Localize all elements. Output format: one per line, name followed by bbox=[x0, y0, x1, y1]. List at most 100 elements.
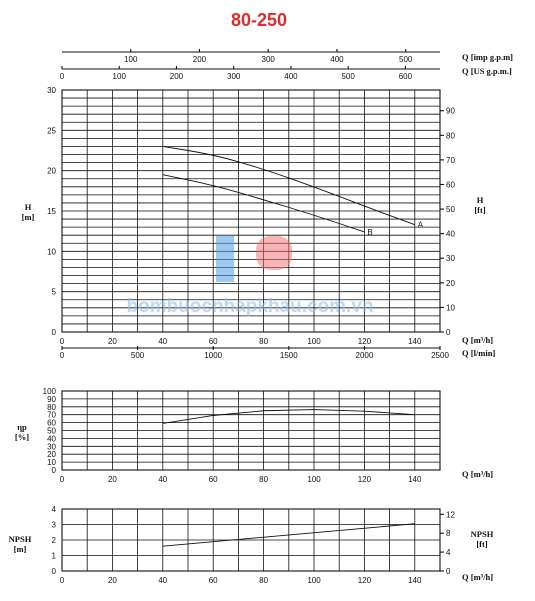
imp-gpm-tick-label: 200 bbox=[193, 55, 207, 64]
npsh-ft-tick-label: 12 bbox=[446, 510, 455, 519]
eff-tick-label: 0 bbox=[52, 466, 57, 475]
npsh-ft-axis-label-line: NPSH bbox=[471, 529, 494, 539]
us-gpm-tick-label: 0 bbox=[60, 72, 65, 81]
npsh-ft-axis-label-line: [ft] bbox=[476, 539, 487, 549]
watermark-text: bombuocnhapkhau.com.vn bbox=[126, 296, 373, 317]
head-curve-B bbox=[162, 174, 365, 233]
q-m3h-axis-label: Q [m³/h] bbox=[462, 335, 493, 345]
h-m-tick-label: 25 bbox=[47, 126, 56, 135]
plot-frame bbox=[61, 390, 441, 471]
h-ft-tick-label: 0 bbox=[446, 328, 451, 337]
h-ft-axis-label: H [ft] bbox=[474, 195, 485, 215]
h-ft-tick-label: 10 bbox=[446, 303, 455, 312]
npsh-q-tick-label: 100 bbox=[307, 576, 321, 585]
h-ft-tick-label: 90 bbox=[446, 107, 455, 116]
npsh-ft-tick-label: 4 bbox=[446, 548, 451, 557]
npsh-q-tick-label: 20 bbox=[108, 576, 117, 585]
h-m-axis-label-line: [m] bbox=[22, 212, 35, 222]
npsh-m-tick-label: 0 bbox=[52, 567, 57, 576]
q-m3h-tick-label: 80 bbox=[259, 337, 268, 346]
h-ft-axis-label-line: [ft] bbox=[474, 205, 485, 215]
imp-gpm-tick-label: 500 bbox=[399, 55, 413, 64]
npsh-ft-axis-label: NPSH [ft] bbox=[471, 529, 494, 549]
npsh-q-tick-label: 60 bbox=[209, 576, 218, 585]
npsh-q-tick-label: 80 bbox=[259, 576, 268, 585]
npsh-q-tick-label: 120 bbox=[358, 576, 372, 585]
npsh-curve bbox=[162, 523, 415, 547]
npsh-m-axis-label: NPSH [m] bbox=[9, 534, 32, 554]
npsh-m-tick-label: 2 bbox=[52, 536, 57, 545]
q-m3h-tick-label: 0 bbox=[60, 337, 65, 346]
q-lmin-tick-label: 2500 bbox=[431, 351, 449, 360]
npsh-q-tick-label: 40 bbox=[158, 576, 167, 585]
eff-q-tick-label: 20 bbox=[108, 475, 117, 484]
watermark-logo-red bbox=[256, 236, 292, 270]
h-ft-tick-label: 50 bbox=[446, 205, 455, 214]
h-ft-tick-label: 30 bbox=[446, 254, 455, 263]
h-m-tick-label: 0 bbox=[52, 328, 57, 337]
h-m-tick-label: 20 bbox=[47, 167, 56, 176]
imp-gpm-tick-label: 100 bbox=[124, 55, 138, 64]
eff-q-axis-label: Q [m³/h] bbox=[462, 469, 493, 479]
imp-gpm-axis-label: Q [imp g.p.m] bbox=[462, 52, 513, 62]
q-lmin-tick-label: 1500 bbox=[280, 351, 298, 360]
eff-tick-label: 10 bbox=[47, 458, 56, 467]
npsh-q-tick-label: 140 bbox=[408, 576, 422, 585]
eff-tick-label: 100 bbox=[43, 387, 57, 396]
us-gpm-tick-label: 400 bbox=[284, 72, 298, 81]
npsh-m-tick-label: 1 bbox=[52, 552, 57, 561]
eff-tick-label: 40 bbox=[47, 434, 56, 443]
plot-frame bbox=[61, 89, 441, 333]
npsh-m-tick-label: 4 bbox=[52, 505, 57, 514]
h-m-tick-label: 15 bbox=[47, 207, 56, 216]
npsh-m-tick-label: 3 bbox=[52, 521, 57, 530]
eff-q-tick-label: 80 bbox=[259, 475, 268, 484]
eff-q-tick-label: 140 bbox=[408, 475, 422, 484]
eff-tick-label: 20 bbox=[47, 450, 56, 459]
eff-tick-label: 50 bbox=[47, 427, 56, 436]
npsh-m-axis-label-line: NPSH bbox=[9, 534, 32, 544]
h-m-axis-label-line: H bbox=[25, 202, 32, 212]
us-gpm-axis-label: Q [US g.p.m.] bbox=[462, 66, 512, 76]
efficiency-curve bbox=[162, 409, 415, 424]
npsh-q-tick-label: 0 bbox=[60, 576, 65, 585]
us-gpm-tick-label: 600 bbox=[399, 72, 413, 81]
h-m-axis-label: H [m] bbox=[22, 202, 35, 222]
eff-tick-label: 70 bbox=[47, 411, 56, 420]
q-m3h-tick-label: 60 bbox=[209, 337, 218, 346]
eff-q-tick-label: 60 bbox=[209, 475, 218, 484]
h-ft-tick-label: 60 bbox=[446, 180, 455, 189]
h-m-tick-label: 5 bbox=[52, 288, 57, 297]
q-lmin-tick-label: 0 bbox=[60, 351, 65, 360]
h-ft-tick-label: 70 bbox=[446, 156, 455, 165]
q-lmin-tick-label: 500 bbox=[131, 351, 145, 360]
eff-q-tick-label: 120 bbox=[358, 475, 372, 484]
q-lmin-tick-label: 2000 bbox=[356, 351, 374, 360]
h-m-tick-label: 30 bbox=[47, 86, 56, 95]
eff-tick-label: 60 bbox=[47, 419, 56, 428]
npsh-ft-tick-label: 0 bbox=[446, 567, 451, 576]
us-gpm-tick-label: 300 bbox=[227, 72, 241, 81]
eff-axis-label: ηp [%] bbox=[15, 422, 29, 442]
npsh-q-axis-label: Q [m³/h] bbox=[462, 572, 493, 582]
eff-q-tick-label: 0 bbox=[60, 475, 65, 484]
h-ft-axis-label-line: H bbox=[477, 195, 484, 205]
eff-q-tick-label: 40 bbox=[158, 475, 167, 484]
q-m3h-tick-label: 120 bbox=[358, 337, 372, 346]
curve-label-B: B bbox=[367, 228, 372, 237]
curve-label-A: A bbox=[418, 221, 424, 230]
eff-axis-label-line: ηp bbox=[17, 422, 27, 432]
eff-tick-label: 90 bbox=[47, 395, 56, 404]
npsh-ft-tick-label: 8 bbox=[446, 529, 451, 538]
plot-frame bbox=[61, 508, 441, 572]
watermark-logo-blue bbox=[216, 236, 234, 282]
q-m3h-tick-label: 20 bbox=[108, 337, 117, 346]
q-m3h-tick-label: 40 bbox=[158, 337, 167, 346]
eff-axis-label-line: [%] bbox=[15, 432, 29, 442]
chart-title: 80-250 bbox=[231, 10, 287, 30]
q-lmin-axis-label: Q [l/min] bbox=[462, 348, 495, 358]
h-ft-tick-label: 80 bbox=[446, 131, 455, 140]
head-curve-A bbox=[162, 146, 415, 226]
q-m3h-tick-label: 100 bbox=[307, 337, 321, 346]
